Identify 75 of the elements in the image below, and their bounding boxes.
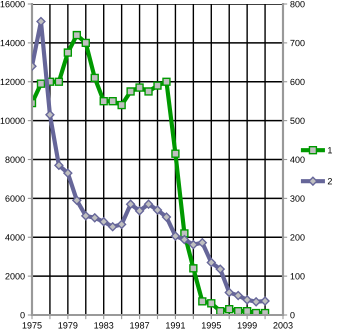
y2-tick-label: 700 <box>290 40 305 46</box>
point <box>188 240 198 250</box>
y-tick-label: 16000 <box>0 0 25 8</box>
point <box>72 196 82 205</box>
point <box>251 297 261 306</box>
y-tick-label: 4000 <box>5 234 25 241</box>
point <box>54 160 64 170</box>
point <box>170 231 180 241</box>
point <box>117 100 126 110</box>
x-tick-label: 1991 <box>166 322 186 329</box>
point <box>180 234 190 244</box>
point <box>99 217 108 226</box>
y2-tick-label: 800 <box>290 0 305 8</box>
point <box>108 222 118 232</box>
point <box>100 97 108 106</box>
y2-tick-label: 400 <box>290 156 305 163</box>
point <box>260 296 270 306</box>
point <box>162 78 171 86</box>
point <box>234 290 243 300</box>
x-tick-label: 1995 <box>202 322 221 329</box>
y-tick-label: 14000 <box>0 40 25 46</box>
point <box>207 299 216 308</box>
point <box>90 74 99 82</box>
point <box>206 258 216 268</box>
y2-tick-label: 600 <box>290 78 305 86</box>
point <box>144 87 153 96</box>
y2-tick-label: 500 <box>290 118 305 124</box>
point <box>162 212 172 222</box>
point <box>198 238 207 248</box>
point <box>153 81 162 90</box>
point <box>189 264 198 273</box>
point <box>216 306 224 315</box>
point <box>216 264 225 274</box>
point <box>64 48 72 57</box>
point <box>108 97 117 106</box>
y-tick-label: 8000 <box>5 156 25 163</box>
point <box>134 206 144 216</box>
y-tick-label: 2000 <box>5 273 25 280</box>
x-tick-label: 1983 <box>94 322 114 329</box>
point <box>54 78 64 86</box>
point <box>63 168 72 178</box>
y-tick-label: 12000 <box>0 78 25 86</box>
point <box>224 288 234 298</box>
point <box>234 306 242 315</box>
point <box>135 83 144 92</box>
point <box>126 87 135 96</box>
x-tick-label: 1975 <box>22 322 42 329</box>
point <box>117 220 126 230</box>
point <box>144 200 154 209</box>
y2-tick-label: 0 <box>290 312 295 318</box>
y-tick-label: 6000 <box>5 195 25 202</box>
point <box>171 150 180 158</box>
x-tick-label: 1987 <box>130 322 150 329</box>
point <box>36 80 46 88</box>
y-tick-label: 0 <box>20 312 25 318</box>
point <box>242 295 252 304</box>
y2-tick-label: 100 <box>290 273 305 280</box>
point <box>45 110 55 120</box>
point <box>82 38 90 48</box>
point <box>198 297 206 306</box>
y2-tick-label: 200 <box>290 234 305 241</box>
point <box>242 306 252 315</box>
x-tick-label: 2003 <box>273 322 293 329</box>
point <box>81 211 90 220</box>
point <box>225 305 234 314</box>
legend-label: 2 <box>328 178 332 184</box>
point <box>90 213 100 222</box>
point <box>72 30 81 40</box>
y2-tick-label: 300 <box>290 195 305 202</box>
point <box>152 205 162 215</box>
point <box>126 200 136 209</box>
x-tick-label: 1979 <box>58 322 78 329</box>
y-tick-label: 10000 <box>0 118 25 124</box>
x-tick-label: 1999 <box>238 322 257 329</box>
legend-label: 1 <box>328 147 332 154</box>
